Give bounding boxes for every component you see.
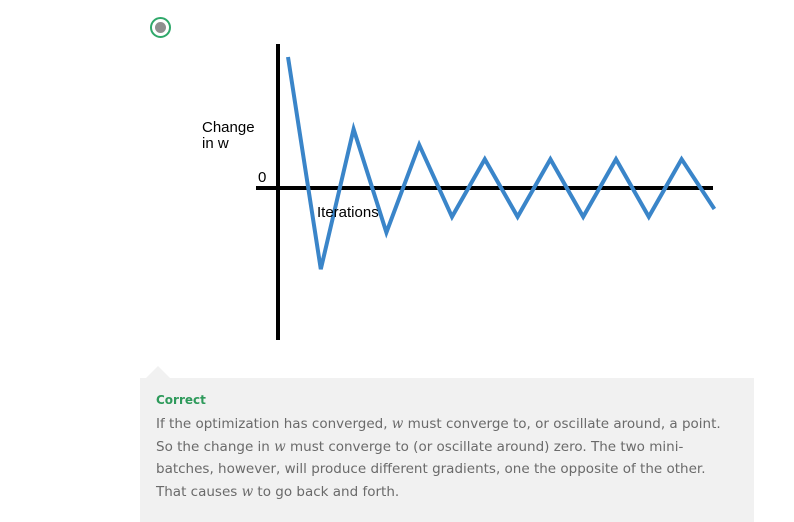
feedback-text: batches, however, will produce different… [156,461,706,477]
y-zero-tick-label: 0 [258,169,266,186]
feedback-text: So the change in [156,438,275,455]
feedback-text: If the optimization has converged, [156,416,392,432]
feedback-text: must converge to (or oscillate around) z… [285,438,684,455]
series-line [286,56,717,270]
feedback-body: If the optimization has converged, w mus… [156,413,741,503]
feedback-panel: Correct If the optimization has converge… [140,378,754,522]
radio-selected-dot [155,22,166,33]
oscillation-figure: Change in w 0 Iterations [202,44,717,340]
y-axis-label-line1: Change [202,119,255,136]
feedback-pointer [145,366,171,379]
feedback-text: to go back and forth. [253,483,400,500]
math-variable: w [391,416,404,432]
series-layer [286,56,717,270]
feedback-title: Correct [156,393,206,407]
x-axis-label: Iterations [317,204,379,221]
math-variable: w [241,483,254,500]
feedback-text: must converge to, or oscillate around, a… [403,416,721,432]
math-variable: w [274,438,286,455]
y-axis-label-line2: in w [202,135,229,152]
feedback-text: That causes [156,483,242,500]
answer-radio-button[interactable] [150,17,171,38]
